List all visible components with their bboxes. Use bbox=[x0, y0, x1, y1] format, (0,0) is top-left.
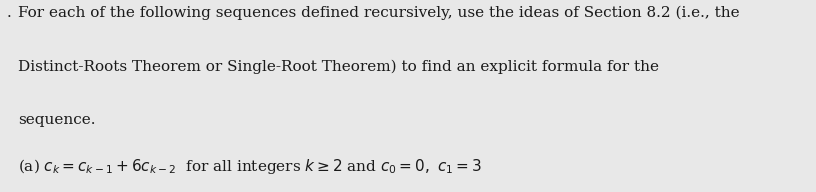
Text: (a) $c_k = c_{k-1} + 6c_{k-2}$  for all integers $k \geq 2$ and $c_0 = 0,\ c_1 =: (a) $c_k = c_{k-1} + 6c_{k-2}$ for all i… bbox=[18, 157, 482, 176]
Text: .: . bbox=[7, 6, 11, 20]
Text: sequence.: sequence. bbox=[18, 113, 95, 127]
Text: For each of the following sequences defined recursively, use the ideas of Sectio: For each of the following sequences defi… bbox=[18, 6, 739, 20]
Text: Distinct-Roots Theorem or Single-Root Theorem) to find an explicit formula for t: Distinct-Roots Theorem or Single-Root Th… bbox=[18, 60, 659, 74]
